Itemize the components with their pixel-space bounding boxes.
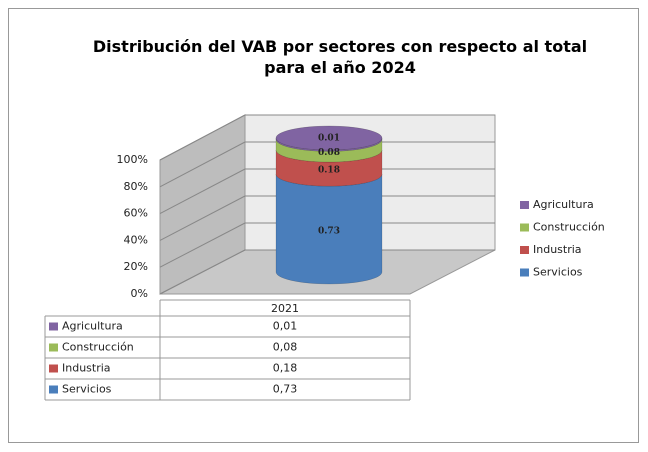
legend-label: Servicios — [533, 266, 583, 279]
y-tick-label: 20% — [124, 260, 148, 273]
legend-swatch — [49, 385, 58, 394]
table-cell: 0,73 — [273, 383, 298, 396]
data-label: 0.18 — [318, 166, 340, 176]
table-row-label: Construcción — [62, 341, 134, 354]
y-tick-label: 100% — [117, 153, 148, 166]
legend-swatch — [49, 343, 58, 352]
grid-line — [159, 141, 246, 188]
table-header: 2021 — [271, 302, 299, 315]
legend-swatch — [520, 268, 529, 277]
y-tick-label: 40% — [124, 233, 148, 246]
y-tick-label: 60% — [124, 207, 148, 220]
table-row-label: Agricultura — [62, 320, 123, 333]
grid-line — [159, 168, 246, 215]
bar-top — [275, 125, 383, 151]
data-label: 0.08 — [318, 148, 340, 158]
grid-line — [159, 249, 246, 295]
grid-line — [159, 222, 246, 268]
y-tick-label: 80% — [124, 180, 148, 193]
legend-swatch — [49, 364, 58, 373]
chart-title: Distribución del VAB por sectores con re… — [92, 37, 588, 77]
y-tick-label: 0% — [131, 287, 148, 300]
legend-label: Industria — [533, 243, 582, 256]
table-cell: 0,18 — [273, 362, 298, 375]
legend-swatch — [49, 322, 58, 331]
table-cell: 0,01 — [273, 320, 298, 333]
grid-line — [159, 195, 246, 241]
data-label: 0.73 — [318, 227, 340, 237]
grid-line — [159, 114, 246, 161]
legend-swatch — [520, 223, 529, 232]
legend-label: Agricultura — [533, 198, 594, 211]
table-row-label: Industria — [62, 362, 111, 375]
data-label: 0.01 — [318, 134, 340, 144]
table-cell: 0,08 — [273, 341, 298, 354]
table-row-label: Servicios — [62, 383, 112, 396]
legend-swatch — [520, 246, 529, 254]
legend-swatch — [520, 201, 529, 209]
legend-label: Construcción — [533, 221, 605, 234]
